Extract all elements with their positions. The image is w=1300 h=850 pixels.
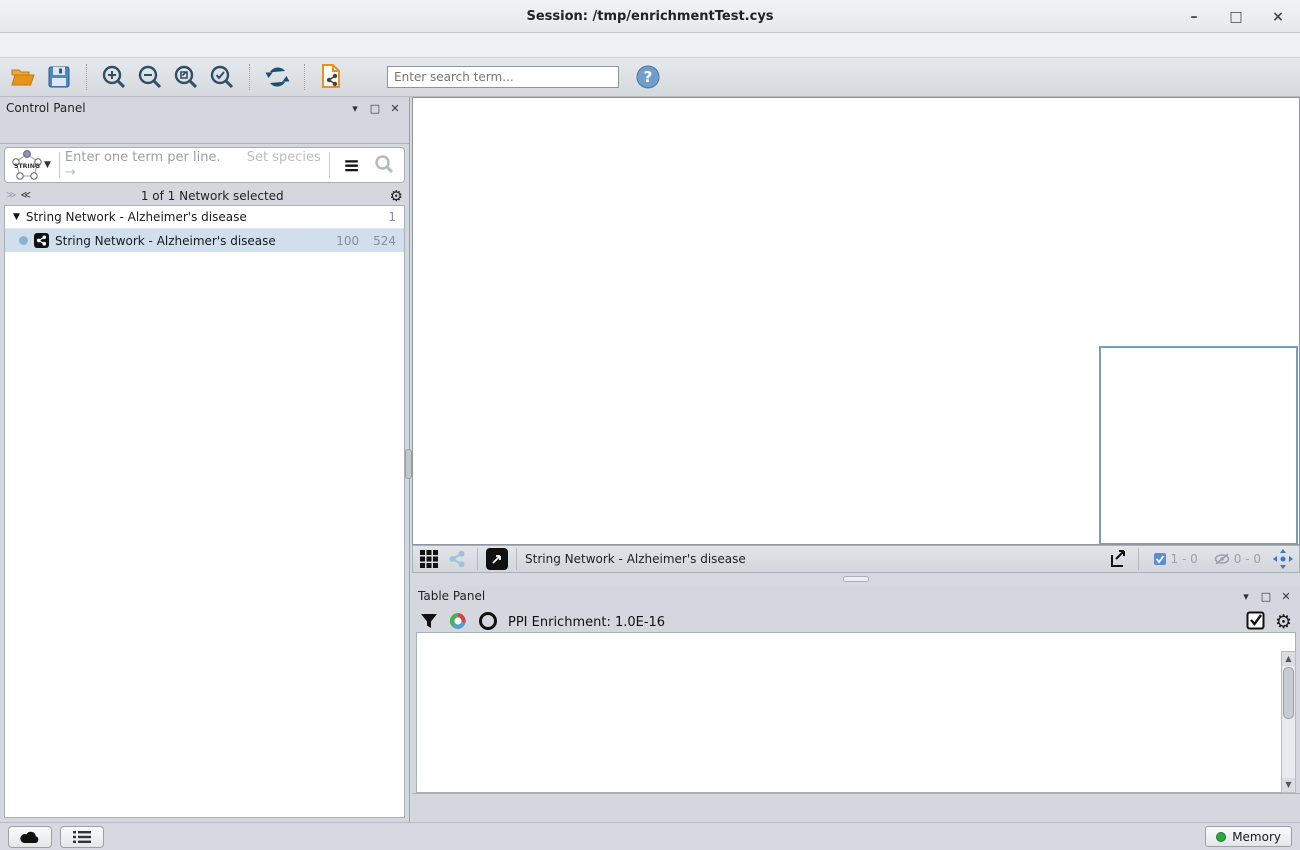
filter-icon[interactable] bbox=[420, 612, 438, 633]
expand-all-icon[interactable]: ≪ bbox=[20, 190, 31, 201]
enrichment-chart-icon[interactable] bbox=[448, 611, 468, 634]
network-row-name: String Network - Alzheimer's disease bbox=[55, 233, 276, 248]
table-panel-close-icon[interactable]: ✕ bbox=[1281, 589, 1291, 603]
table-panel-float-icon[interactable]: □ bbox=[1260, 589, 1272, 603]
network-current-dot bbox=[19, 236, 28, 245]
save-session-button[interactable] bbox=[44, 62, 74, 92]
grid-view-icon[interactable] bbox=[417, 548, 441, 570]
network-view-title: String Network - Alzheimer's disease bbox=[525, 552, 746, 566]
panel-close-icon[interactable]: ✕ bbox=[390, 101, 400, 115]
fit-content-icon[interactable] bbox=[486, 548, 508, 570]
window-title: Session: /tmp/enrichmentTest.cys bbox=[526, 8, 774, 24]
string-search-icon[interactable] bbox=[368, 154, 400, 177]
zoom-in-icon[interactable] bbox=[99, 62, 129, 92]
export-network-icon[interactable] bbox=[317, 62, 347, 92]
zoom-selected-icon[interactable] bbox=[207, 62, 237, 92]
birdseye-toggle-icon[interactable] bbox=[445, 548, 469, 570]
network-view[interactable] bbox=[412, 97, 1300, 545]
control-panel: Control Panel ▾ □ ✕ STRING bbox=[0, 97, 410, 822]
open-session-button[interactable] bbox=[8, 62, 38, 92]
help-icon[interactable]: ? bbox=[633, 62, 663, 92]
svg-text:STRING: STRING bbox=[14, 163, 40, 170]
collection-expand-icon[interactable]: ▼ bbox=[13, 212, 20, 222]
collection-count: 1 bbox=[388, 210, 396, 224]
horizontal-splitter[interactable] bbox=[412, 573, 1300, 585]
string-logo[interactable]: STRING ▼ bbox=[9, 150, 54, 180]
control-panel-title: Control Panel bbox=[6, 101, 86, 115]
network-list: ▼ String Network - Alzheimer's disease 1… bbox=[4, 205, 405, 818]
cloud-tasks-button[interactable] bbox=[8, 825, 52, 848]
enrichment-table bbox=[416, 632, 1296, 793]
task-list-button[interactable] bbox=[60, 825, 104, 848]
table-panel-menu-icon[interactable]: ▾ bbox=[1243, 589, 1249, 603]
string-app-icon bbox=[34, 233, 49, 248]
string-term-input[interactable]: Enter one term per line. Set species → bbox=[64, 150, 321, 180]
control-panel-tabs bbox=[0, 119, 409, 143]
ppi-enrichment-label: PPI Enrichment: 1.0E-16 bbox=[508, 614, 666, 630]
table-panel: Table Panel ▾ □ ✕ PPI Enrichment: 1.0E-1… bbox=[412, 585, 1300, 822]
collapse-all-icon[interactable]: ≫ bbox=[6, 190, 17, 201]
network-edge-count: 524 bbox=[373, 233, 396, 248]
string-search-widget: STRING ▼ Enter one term per line. Set sp… bbox=[4, 147, 405, 183]
network-node-count: 100 bbox=[336, 233, 360, 248]
network-selected-label: 1 of 1 Network selected bbox=[140, 188, 284, 203]
species-hint: Set species → bbox=[64, 150, 321, 180]
pan-navigate-icon[interactable] bbox=[1271, 548, 1295, 570]
search-input[interactable] bbox=[387, 66, 619, 88]
table-scrollbar[interactable]: ▲ ▼ bbox=[1281, 651, 1296, 793]
network-row-selected[interactable]: String Network - Alzheimer's disease 100… bbox=[5, 229, 404, 252]
title-bar: Session: /tmp/enrichmentTest.cys – □ × bbox=[0, 0, 1300, 33]
ring-chart-icon[interactable] bbox=[478, 611, 498, 634]
table-tabs bbox=[412, 793, 1300, 822]
menu-bar bbox=[0, 33, 1300, 58]
panel-splitter-handle[interactable] bbox=[405, 449, 412, 479]
select-all-checkbox-icon[interactable] bbox=[1246, 611, 1265, 633]
svg-text:?: ? bbox=[644, 68, 653, 86]
hidden-count-badge: 0 - 0 bbox=[1208, 552, 1267, 566]
network-view-toolbar: String Network - Alzheimer's disease 1 -… bbox=[412, 545, 1300, 573]
selected-count-badge: 1 - 0 bbox=[1147, 552, 1204, 566]
refresh-icon[interactable] bbox=[262, 62, 292, 92]
birds-eye-view[interactable] bbox=[1099, 346, 1298, 544]
main-toolbar: ? bbox=[0, 58, 1300, 97]
panel-float-icon[interactable]: □ bbox=[369, 101, 381, 115]
zoom-fit-icon[interactable] bbox=[171, 62, 201, 92]
panel-menu-icon[interactable]: ▾ bbox=[352, 101, 358, 115]
scroll-up-icon[interactable]: ▲ bbox=[1282, 652, 1295, 666]
network-list-gear-icon[interactable]: ⚙ bbox=[389, 186, 403, 205]
zoom-out-icon[interactable] bbox=[135, 62, 165, 92]
collection-name: String Network - Alzheimer's disease bbox=[25, 210, 247, 224]
table-settings-gear-icon[interactable]: ⚙ bbox=[1274, 611, 1292, 633]
memory-label: Memory bbox=[1232, 829, 1281, 844]
close-button[interactable]: × bbox=[1272, 8, 1284, 25]
memory-button[interactable]: Memory bbox=[1205, 826, 1292, 847]
export-view-icon[interactable] bbox=[1106, 548, 1130, 570]
maximize-button[interactable]: □ bbox=[1229, 8, 1243, 25]
string-options-icon[interactable]: ≡ bbox=[343, 153, 360, 177]
scroll-thumb[interactable] bbox=[1283, 667, 1294, 719]
minimize-button[interactable]: – bbox=[1190, 8, 1198, 25]
memory-status-dot bbox=[1216, 831, 1227, 842]
table-panel-title: Table Panel bbox=[418, 589, 486, 603]
collection-row[interactable]: ▼ String Network - Alzheimer's disease 1 bbox=[5, 206, 404, 229]
scroll-down-icon[interactable]: ▼ bbox=[1282, 778, 1295, 792]
status-bar: Memory bbox=[0, 822, 1300, 850]
